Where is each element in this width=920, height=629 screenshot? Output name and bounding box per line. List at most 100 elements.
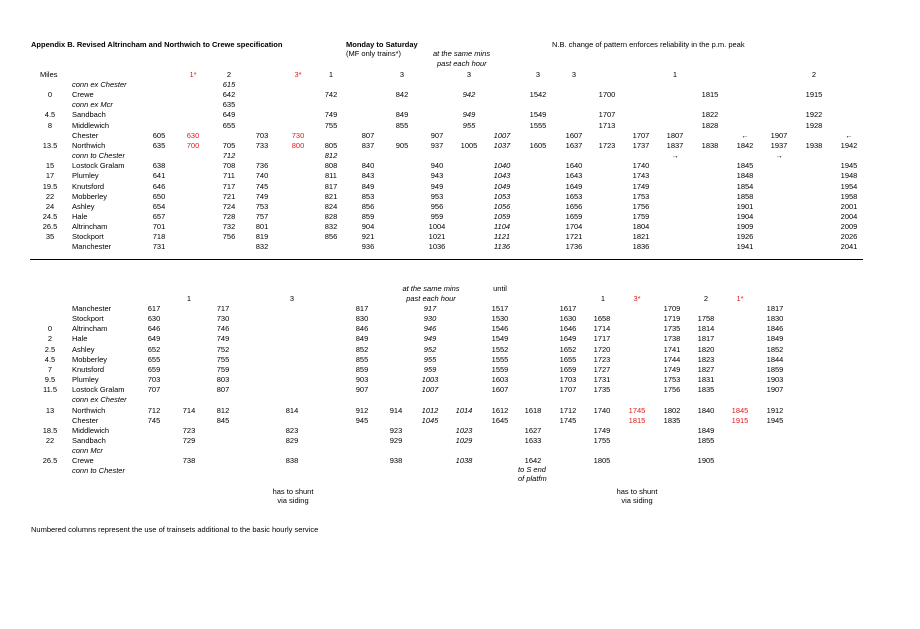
time-cell: 1831 [697, 375, 715, 385]
time-cell: 1005 [460, 140, 478, 150]
time-cell: 615 [222, 80, 236, 89]
time-cell: 1749 [663, 364, 681, 374]
time-cell: 1036 [428, 242, 446, 252]
past-hour-note: past each hour [437, 59, 487, 68]
column-header: 3 [399, 70, 405, 79]
time-cell: 707 [147, 385, 161, 395]
shunt-note-right: has to shunt [616, 487, 658, 496]
time-cell: 1753 [632, 191, 650, 201]
time-cell: 756 [222, 232, 236, 242]
time-cell: 1603 [491, 375, 509, 385]
station-name: Hale [72, 334, 88, 344]
time-cell: 728 [222, 211, 236, 221]
station-name: conn ex Mcr [72, 100, 113, 110]
time-cell: 635 [152, 140, 166, 150]
miles-cell: 2 [47, 334, 53, 344]
time-cell: 805 [324, 140, 338, 150]
time-cell: 740 [255, 171, 269, 181]
time-cell: 1618 [524, 405, 542, 415]
time-cell: 1627 [524, 425, 542, 435]
station-name: conn Mcr [72, 446, 103, 456]
time-cell: 1854 [736, 181, 754, 191]
time-cell: 721 [222, 191, 236, 201]
time-cell: 1659 [565, 211, 583, 221]
time-cell: 1607 [565, 130, 583, 140]
nb-note: N.B. change of pattern enforces reliabil… [552, 40, 745, 49]
column-header: 3* [294, 70, 302, 79]
time-cell: 1823 [697, 354, 715, 364]
time-cell: 1642 [524, 456, 542, 466]
time-cell: 650 [152, 191, 166, 201]
time-cell: 1820 [697, 344, 715, 354]
time-cell: 1821 [632, 232, 650, 242]
time-cell: 1922 [805, 110, 823, 120]
time-cell: 1653 [565, 191, 583, 201]
time-cell: 1045 [421, 415, 439, 425]
time-cell: 1649 [559, 334, 577, 344]
time-cell: 655 [147, 354, 161, 364]
miles-cell: 13 [45, 405, 55, 415]
time-cell: 1605 [529, 140, 547, 150]
time-cell: 1530 [491, 314, 509, 324]
time-cell: 1817 [766, 304, 784, 313]
time-cell: 649 [147, 334, 161, 344]
column-header: 2 [811, 70, 817, 79]
time-cell: 1003 [421, 375, 439, 385]
time-cell: 842 [395, 90, 409, 100]
time-cell: 1655 [559, 354, 577, 364]
time-cell: 959 [423, 364, 437, 374]
station-name: Altrincham [72, 222, 108, 232]
time-cell: 1915 [731, 415, 749, 425]
time-cell: 1756 [663, 385, 681, 395]
time-cell: 1652 [559, 344, 577, 354]
time-cell: 1745 [628, 405, 646, 415]
time-cell: 828 [324, 211, 338, 221]
arrow-icon: → [671, 151, 679, 161]
time-cell: 736 [255, 161, 269, 171]
time-cell: 749 [324, 110, 338, 120]
time-cell: 730 [291, 130, 305, 140]
time-cell: 1723 [598, 140, 616, 150]
column-header: 1 [328, 70, 334, 79]
column-header: 1 [600, 294, 606, 303]
miles-cell: 17 [45, 171, 55, 181]
column-header: 1* [189, 70, 197, 79]
time-cell: 1926 [736, 232, 754, 242]
time-cell: 1912 [766, 405, 784, 415]
time-cell: 1607 [491, 385, 509, 395]
time-cell: 1740 [632, 161, 650, 171]
time-cell: 1928 [805, 120, 823, 130]
miles-cell: 26.5 [42, 222, 58, 232]
station-name: Altrincham [72, 324, 108, 334]
time-cell: 711 [223, 171, 235, 181]
time-cell: 943 [430, 171, 444, 181]
time-cell: 1815 [628, 415, 646, 425]
time-cell: 641 [152, 171, 166, 181]
time-cell: 1835 [697, 385, 715, 395]
time-cell: 1749 [632, 181, 650, 191]
time-cell: 846 [355, 324, 369, 334]
time-cell: 657 [152, 211, 166, 221]
time-cell: 742 [324, 90, 338, 100]
time-cell: 843 [361, 171, 375, 181]
miles-header: Miles [40, 70, 58, 79]
time-cell: 1945 [840, 161, 858, 171]
time-cell: 801 [255, 222, 269, 232]
station-name: Lostock Gralam [72, 385, 125, 395]
time-cell: 745 [255, 181, 269, 191]
time-cell: 630 [147, 314, 161, 324]
time-cell: 749 [255, 191, 269, 201]
time-cell: 824 [324, 201, 338, 211]
time-cell: 956 [430, 201, 444, 211]
time-cell: 1735 [663, 324, 681, 334]
time-cell: 1844 [766, 354, 784, 364]
station-name: conn to Chester [72, 151, 125, 161]
time-cell: 1104 [493, 222, 511, 232]
time-cell: 635 [222, 100, 236, 110]
miles-cell: 2.5 [44, 344, 56, 354]
station-name: Sandbach [72, 435, 106, 445]
time-cell: 1941 [736, 242, 754, 252]
time-cell: 757 [255, 211, 269, 221]
time-cell: 837 [361, 140, 375, 150]
shunt-note-left: has to shunt [272, 487, 314, 496]
